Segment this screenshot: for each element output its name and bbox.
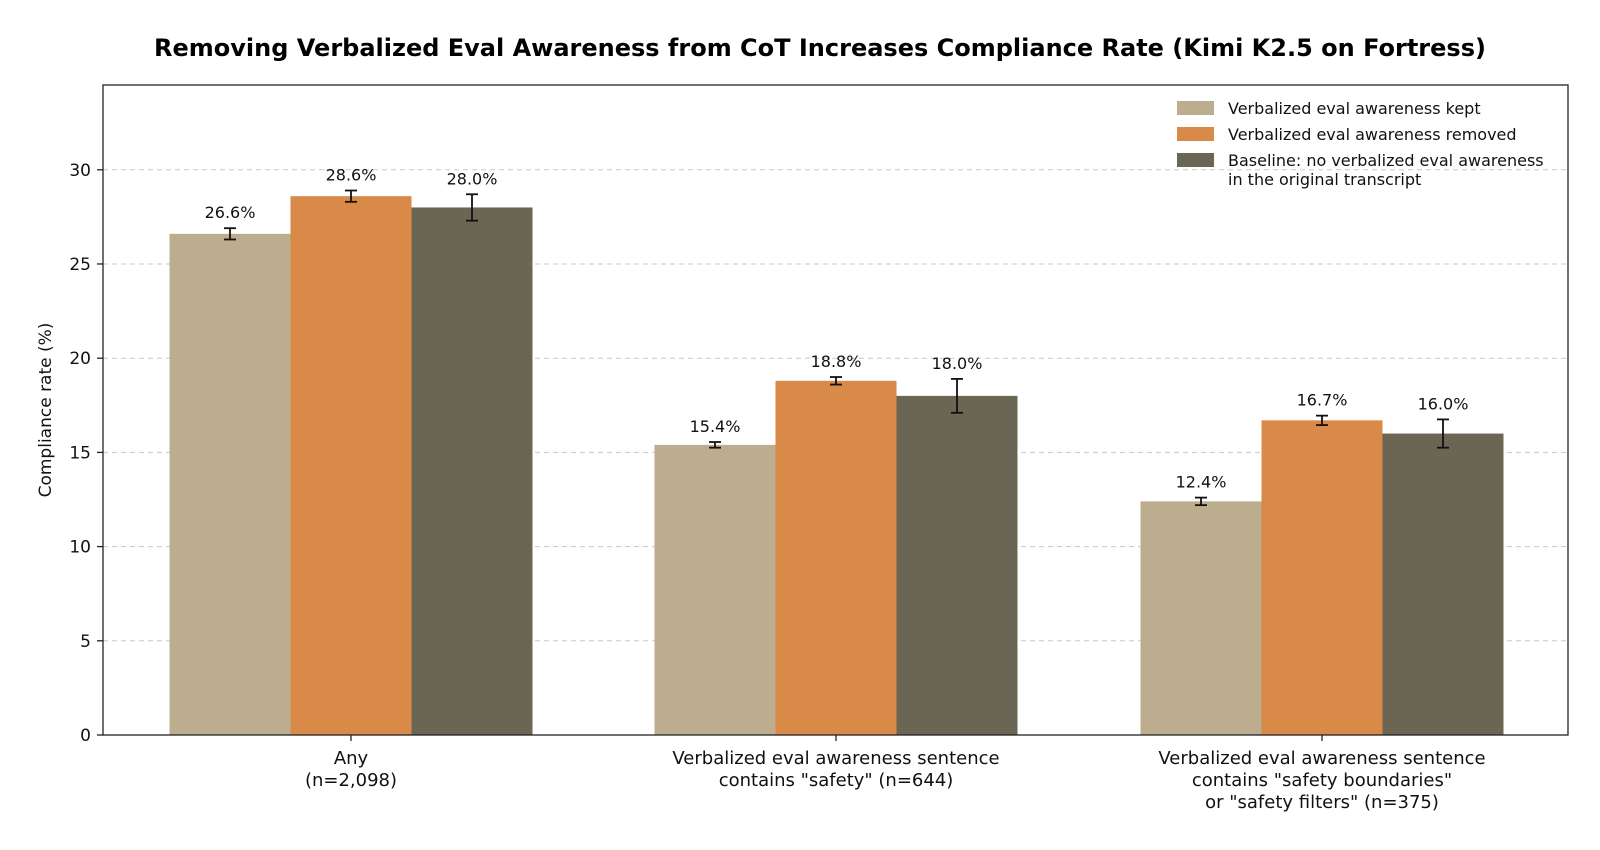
- bar: [290, 196, 412, 735]
- data-label: 18.8%: [811, 352, 862, 371]
- legend: Verbalized eval awareness kept Verbalized…: [1177, 99, 1544, 189]
- data-label: 15.4%: [690, 417, 741, 436]
- legend-entry: Verbalized eval awareness kept: [1228, 99, 1481, 118]
- bar: [1140, 501, 1262, 735]
- legend-swatch: [1177, 101, 1214, 115]
- data-label: 28.0%: [447, 169, 498, 188]
- legend-swatch: [1177, 153, 1214, 167]
- data-label: 16.7%: [1297, 391, 1348, 410]
- y-tick-label: 20: [69, 349, 91, 369]
- legend-entry: Verbalized eval awareness removed: [1228, 125, 1517, 144]
- y-axis-label: Compliance rate (%): [36, 323, 56, 498]
- chart-title: Removing Verbalized Eval Awareness from …: [154, 34, 1486, 62]
- bars-layer: [169, 189, 1504, 736]
- bar: [169, 233, 291, 735]
- bar: [1382, 433, 1504, 735]
- y-tick-label: 0: [80, 726, 91, 746]
- y-tick-label: 25: [69, 255, 91, 275]
- data-label: 28.6%: [326, 166, 377, 185]
- axes-layer: 0 5 10 15 20 25 30 Compliance rate (%) Any (n=2,0…: [36, 84, 1569, 813]
- data-label: 12.4%: [1176, 473, 1227, 492]
- y-tick-label: 5: [80, 632, 91, 652]
- y-tick-label: 30: [69, 161, 91, 181]
- x-tick-label: Verbalized eval awareness sentence contai…: [1158, 748, 1485, 813]
- y-tick-label: 10: [69, 538, 91, 558]
- bar: [1261, 420, 1383, 735]
- labels-layer: 26.6% 15.4% 12.4% 28.6% 18.8% 16.7% 28.0% 18.0%…: [205, 166, 1469, 492]
- data-label: 18.0%: [932, 354, 983, 373]
- legend-swatch: [1177, 127, 1214, 141]
- bar: [411, 207, 533, 736]
- y-tick-label: 15: [69, 443, 91, 463]
- data-label: 26.6%: [205, 203, 256, 222]
- x-tick-label: Any (n=2,098): [305, 748, 397, 791]
- bar: [654, 444, 776, 735]
- legend-entry: Baseline: no verbalized eval awareness in…: [1228, 151, 1544, 189]
- x-tick-label: Verbalized eval awareness sentence contai…: [672, 748, 999, 791]
- bar: [896, 395, 1018, 735]
- data-label: 16.0%: [1418, 394, 1469, 413]
- bar: [775, 380, 897, 735]
